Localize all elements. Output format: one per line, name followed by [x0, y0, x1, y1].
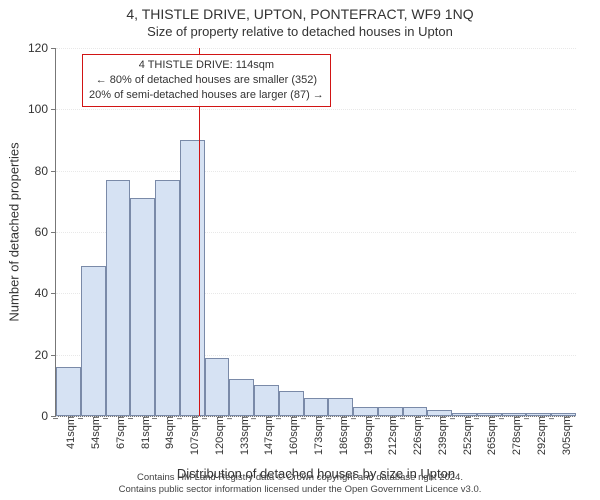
y-tick: 120	[28, 41, 56, 55]
plot-area: Number of detached properties Distributi…	[55, 48, 576, 417]
y-tick: 40	[35, 286, 56, 300]
histogram-bar	[378, 407, 403, 416]
annotation-line-2: ← 80% of detached houses are smaller (35…	[89, 73, 324, 88]
histogram-bar	[56, 367, 81, 416]
chart-container: { "title": "4, THISTLE DRIVE, UPTON, PON…	[0, 0, 600, 500]
histogram-bar	[81, 266, 106, 416]
histogram-bar	[254, 385, 279, 416]
y-tick: 0	[41, 409, 56, 423]
histogram-bar	[106, 180, 131, 416]
x-tick: 173sqm	[307, 416, 325, 455]
x-tick: 305sqm	[555, 416, 573, 455]
histogram-bar	[304, 398, 329, 416]
x-tick: 107sqm	[183, 416, 201, 455]
annotation-line-1: 4 THISTLE DRIVE: 114sqm	[89, 58, 324, 73]
x-tick: 133sqm	[233, 416, 251, 455]
x-tick: 278sqm	[505, 416, 523, 455]
histogram-bar	[229, 379, 254, 416]
x-tick: 252sqm	[456, 416, 474, 455]
chart-title: 4, THISTLE DRIVE, UPTON, PONTEFRACT, WF9…	[0, 6, 600, 22]
gridline	[56, 171, 576, 172]
x-tick: 120sqm	[208, 416, 226, 455]
y-tick: 100	[28, 102, 56, 116]
histogram-bar	[328, 398, 353, 416]
footer-attribution: Contains HM Land Registry data © Crown c…	[0, 472, 600, 496]
x-tick: 54sqm	[84, 416, 102, 449]
histogram-bar	[205, 358, 230, 416]
histogram-bar	[155, 180, 180, 416]
y-tick: 80	[35, 164, 56, 178]
chart-subtitle: Size of property relative to detached ho…	[0, 24, 600, 39]
x-tick: 199sqm	[357, 416, 375, 455]
x-tick: 212sqm	[381, 416, 399, 455]
x-tick: 186sqm	[332, 416, 350, 455]
x-tick: 292sqm	[530, 416, 548, 455]
x-tick: 147sqm	[257, 416, 275, 455]
y-tick: 20	[35, 348, 56, 362]
y-axis-label: Number of detached properties	[7, 142, 22, 321]
x-tick: 265sqm	[480, 416, 498, 455]
histogram-bar	[180, 140, 205, 416]
x-tick: 226sqm	[406, 416, 424, 455]
histogram-bar	[403, 407, 428, 416]
gridline	[56, 109, 576, 110]
x-tick: 160sqm	[282, 416, 300, 455]
footer-line-2: Contains public sector information licen…	[0, 484, 600, 496]
histogram-bar	[279, 391, 304, 416]
histogram-bar	[353, 407, 378, 416]
x-tick: 67sqm	[109, 416, 127, 449]
histogram-bar	[130, 198, 155, 416]
x-tick: 41sqm	[59, 416, 77, 449]
footer-line-1: Contains HM Land Registry data © Crown c…	[0, 472, 600, 484]
y-tick: 60	[35, 225, 56, 239]
x-tick: 239sqm	[431, 416, 449, 455]
x-tick: 81sqm	[134, 416, 152, 449]
x-tick: 94sqm	[158, 416, 176, 449]
annotation-box: 4 THISTLE DRIVE: 114sqm ← 80% of detache…	[82, 54, 331, 107]
annotation-line-3: 20% of semi-detached houses are larger (…	[89, 88, 324, 103]
gridline	[56, 48, 576, 49]
